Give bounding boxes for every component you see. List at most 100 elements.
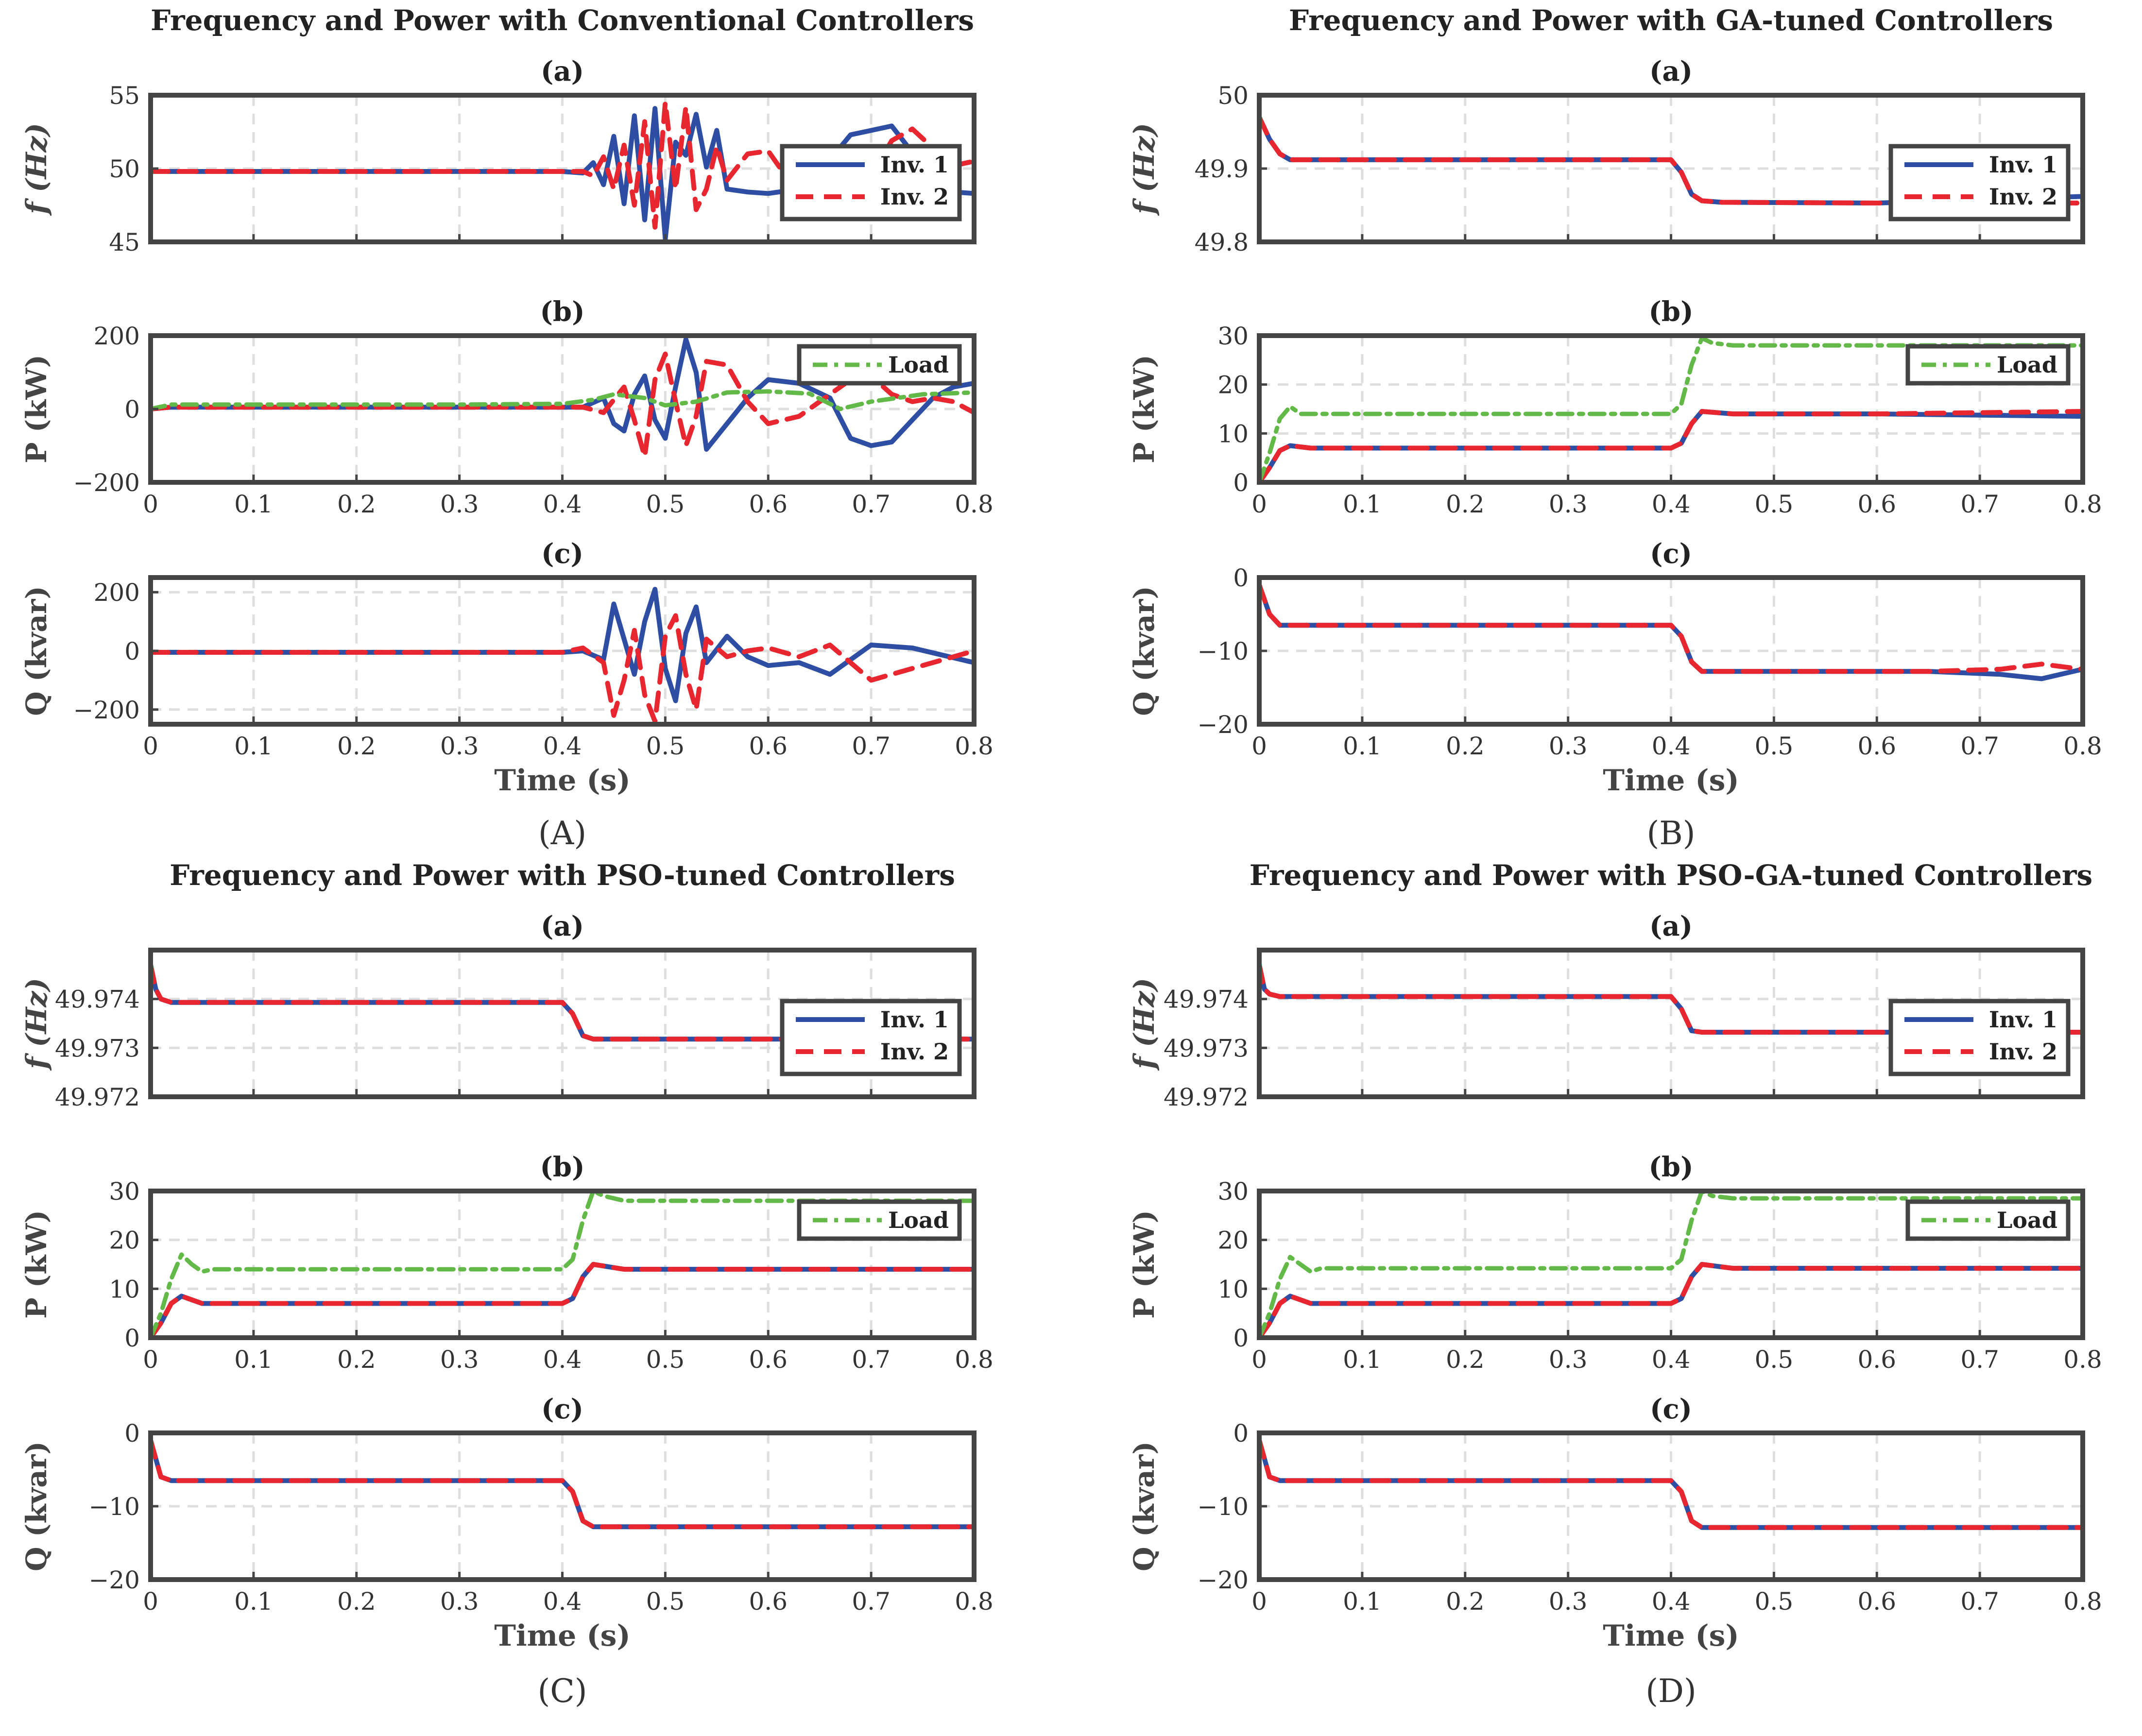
panel-b: Frequency and Power with GA-tuned Contro… [1128, 4, 2102, 852]
x-tick-label: 0.4 [543, 732, 582, 760]
x-axis-label: Time (s) [1603, 1619, 1739, 1653]
series-line-inv2 [1259, 582, 2083, 674]
y-tick-label: −200 [73, 469, 140, 497]
legend: Load [1905, 1199, 2071, 1241]
legend-box [1888, 144, 2071, 221]
subplot-letter: (b) [540, 296, 584, 328]
x-tick-label: 0 [143, 732, 158, 760]
y-tick-label: 49.8 [1195, 228, 1249, 256]
series-group [151, 962, 974, 1042]
x-tick-label: 0.3 [440, 490, 479, 518]
series-line-inv2 [1259, 962, 2083, 1035]
y-tick-label: 20 [109, 1226, 140, 1255]
x-tick-label: 0.4 [543, 490, 582, 518]
x-tick-label: 0.5 [646, 1587, 685, 1616]
x-tick-label: 0.7 [852, 1587, 891, 1616]
series-line-load [1259, 336, 2083, 482]
series-group [151, 587, 974, 724]
x-tick-label: 0 [1251, 1587, 1267, 1616]
x-tick-label: 0.5 [1755, 490, 1794, 518]
x-tick-label: 0.1 [1343, 732, 1382, 760]
y-tick-label: −10 [1197, 1493, 1249, 1521]
x-tick-label: 0.2 [1446, 490, 1485, 518]
series-group [151, 100, 974, 241]
legend-box [1905, 1199, 2071, 1241]
x-tick-label: 0.2 [337, 490, 376, 518]
series-group [1259, 336, 2083, 482]
x-tick-label: 0.7 [1960, 1587, 1999, 1616]
y-tick-label: 0 [1233, 1419, 1249, 1447]
x-tick-label: 0.5 [1755, 1587, 1794, 1616]
y-tick-label: 200 [94, 579, 140, 607]
x-tick-label: 0 [143, 1345, 158, 1374]
subplot-letter: (c) [1650, 1393, 1692, 1425]
y-axis-label: f (Hz) [1128, 123, 1161, 216]
legend-label: Load [888, 352, 949, 378]
x-tick-label: 0.1 [234, 732, 273, 760]
series-line-load [1259, 1191, 2083, 1338]
x-tick-label: 0.7 [1960, 1345, 1999, 1374]
series-group [151, 1191, 974, 1338]
subplot-letter: (a) [541, 910, 584, 942]
x-tick-label: 0.6 [1857, 732, 1896, 760]
legend-box [780, 144, 962, 221]
x-tick-label: 0 [1251, 490, 1267, 518]
y-tick-label: −20 [1197, 1566, 1249, 1594]
x-tick-label: 0 [143, 1587, 158, 1616]
y-tick-label: 20 [1217, 371, 1249, 399]
legend: Inv. 1 Inv. 2 [1888, 144, 2071, 221]
y-tick-label: 200 [94, 322, 140, 350]
series-line-inv2 [151, 613, 974, 724]
legend: Inv. 1 Inv. 2 [1888, 999, 2071, 1076]
y-axis-label: f (Hz) [1128, 978, 1161, 1071]
y-axis-label: Q (kvar) [20, 1441, 53, 1571]
x-tick-label: 0.3 [440, 1345, 479, 1374]
x-tick-label: 0 [1251, 732, 1267, 760]
x-tick-label: 0.7 [852, 490, 891, 518]
x-tick-label: 0.1 [1343, 490, 1382, 518]
x-tick-label: 0.8 [2063, 1587, 2102, 1616]
x-tick-label: 0.8 [955, 732, 994, 760]
x-tick-label: 0.1 [234, 1345, 273, 1374]
y-tick-label: 49.972 [1164, 1083, 1249, 1111]
y-tick-label: 10 [1217, 420, 1249, 448]
x-tick-label: 0.7 [852, 1345, 891, 1374]
y-tick-label: 49.974 [55, 986, 140, 1014]
y-tick-label: 50 [109, 155, 140, 183]
subplot-letter: (b) [1648, 1151, 1693, 1183]
y-tick-label: 10 [1217, 1275, 1249, 1303]
x-tick-label: 0.6 [749, 1587, 788, 1616]
x-tick-label: 0.5 [646, 732, 685, 760]
subplot-letter: (c) [1650, 538, 1692, 570]
panel-c: Frequency and Power with PSO-tuned Contr… [20, 859, 994, 1710]
x-tick-label: 0.1 [234, 490, 273, 518]
x-tick-label: 0.6 [1857, 490, 1896, 518]
panel-d: Frequency and Power with PSO-GA-tuned Co… [1128, 859, 2102, 1710]
x-tick-label: 0.7 [1960, 490, 1999, 518]
subplot-b: (b) 0 10 20 30 0 0.1 0.2 0.3 0.4 0.5 0.6 0.7 0.8 P (kW… [20, 1151, 994, 1374]
x-tick-label: 0.5 [1755, 1345, 1794, 1374]
series-group [1259, 962, 2083, 1035]
panel-label: (A) [538, 815, 586, 852]
series-group [151, 1438, 974, 1530]
x-tick-label: 0.5 [646, 1345, 685, 1374]
subplot-b: (b) 0 10 20 30 0 0.1 0.2 0.3 0.4 0.5 0.6 0.7 0.8 P (kW… [1128, 1151, 2102, 1374]
x-tick-label: 0.2 [337, 732, 376, 760]
x-tick-label: 0.6 [749, 1345, 788, 1374]
series-line-load [151, 389, 974, 411]
y-axis-label: f (Hz) [20, 123, 53, 216]
x-tick-label: 0.3 [1549, 1587, 1588, 1616]
panel-title: Frequency and Power with Conventional Co… [151, 4, 974, 37]
y-tick-label: 30 [109, 1177, 140, 1206]
x-tick-label: 0 [143, 490, 158, 518]
panel-title: Frequency and Power with GA-tuned Contro… [1289, 4, 2053, 37]
series-group [1259, 582, 2083, 681]
legend: Inv. 1 Inv. 2 [780, 144, 962, 221]
series-line-inv2 [151, 100, 974, 230]
x-tick-label: 0 [1251, 1345, 1267, 1374]
y-tick-label: 45 [109, 228, 140, 256]
x-tick-label: 0.3 [1549, 732, 1588, 760]
series-line-inv2 [1259, 409, 2083, 482]
